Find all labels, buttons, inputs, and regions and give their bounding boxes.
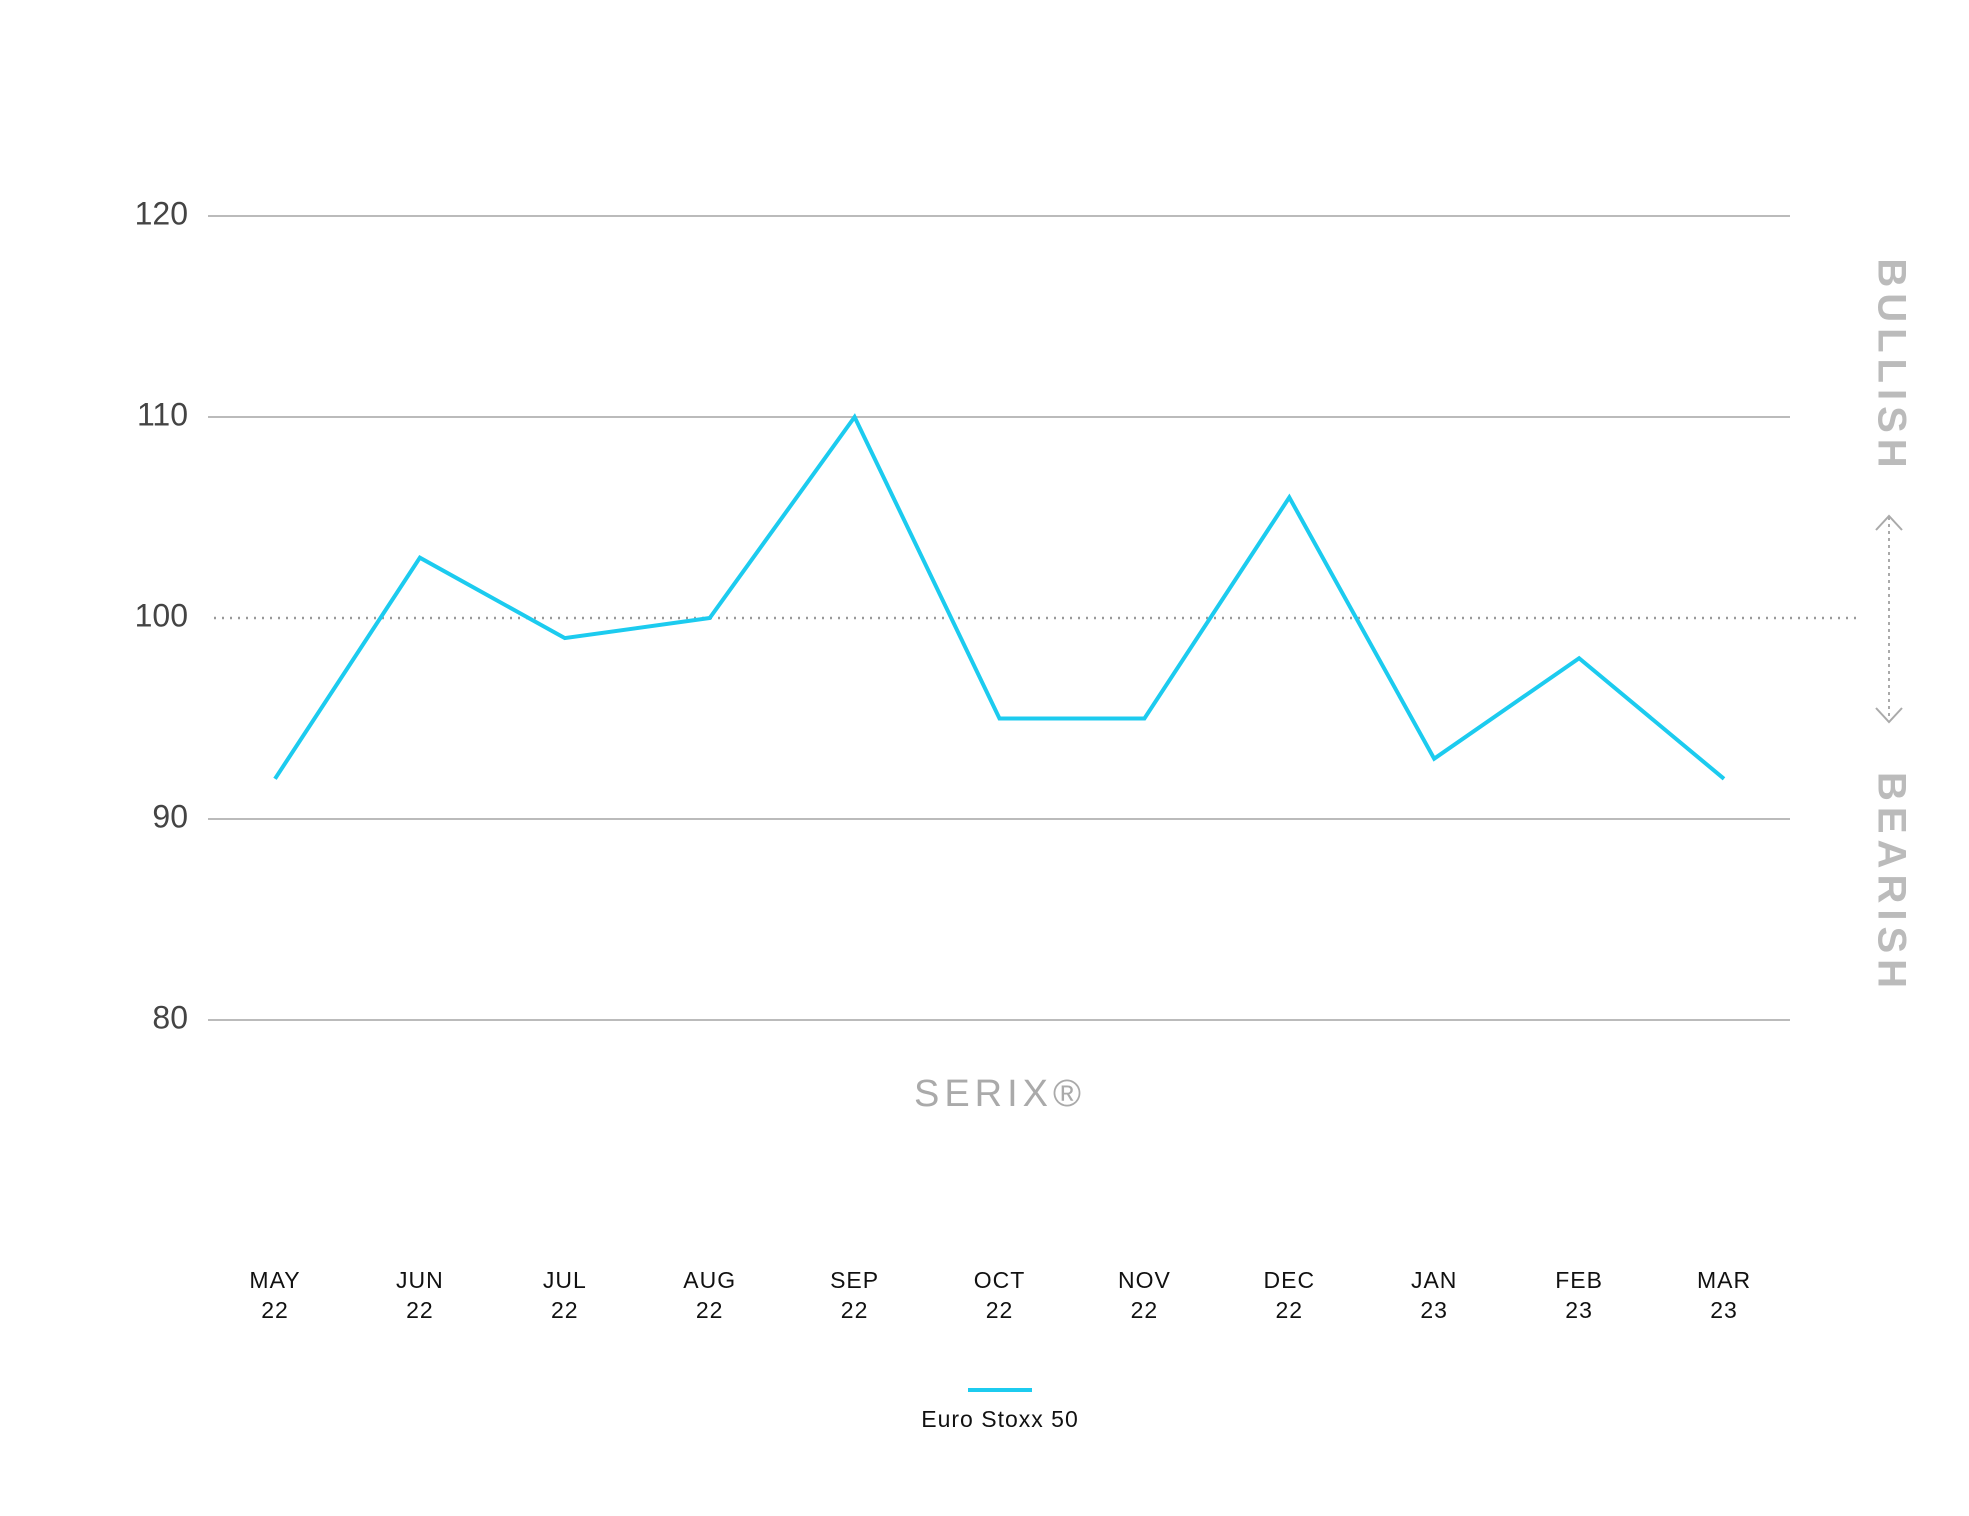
x-tick-label: SEP 22 [830,1267,880,1323]
x-tick-label: MAY 22 [249,1267,301,1323]
x-tick-label: OCT 22 [973,1267,1026,1323]
annotation: BEARISH [1869,772,1913,994]
y-tick-label: 90 [152,798,188,834]
x-tick-label: MAR 23 [1696,1267,1752,1323]
x-tick-label: AUG 22 [683,1267,737,1323]
x-tick-label: JUL 22 [542,1267,587,1323]
y-tick-label: 80 [152,999,188,1035]
x-tick-label: FEB 23 [1555,1267,1603,1323]
x-tick-label: JUN 22 [396,1267,444,1323]
annotation: BULLISH [1869,258,1913,473]
x-tick-label: NOV 22 [1117,1267,1171,1323]
annotation: SERIX® [914,1073,1086,1115]
series-line [273,413,1726,781]
double-arrow [1875,514,1903,724]
x-tick-label: DEC 22 [1263,1267,1316,1323]
y-tick-label: 110 [137,396,188,432]
legend-label: Euro Stoxx 50 [921,1406,1078,1432]
y-tick-label: 120 [135,195,188,231]
y-tick-label: 100 [135,597,188,633]
x-tick-label: JAN 23 [1410,1267,1458,1323]
